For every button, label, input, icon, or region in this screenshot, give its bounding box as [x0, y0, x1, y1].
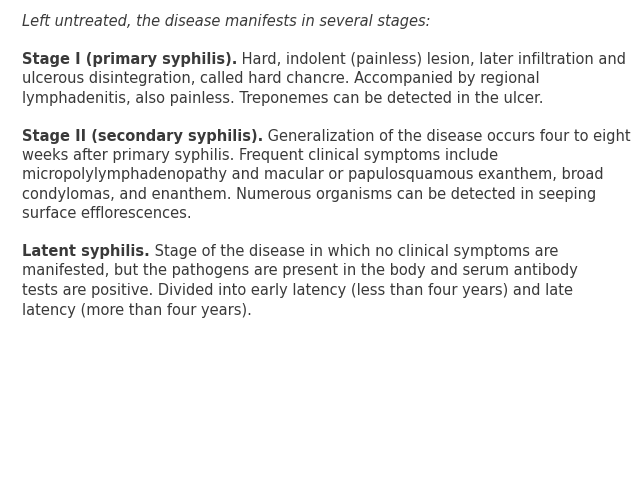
- Text: condylomas, and enanthem. Numerous organisms can be detected in seeping: condylomas, and enanthem. Numerous organ…: [22, 187, 596, 202]
- Text: Stage I (primary syphilis).: Stage I (primary syphilis).: [22, 52, 237, 67]
- Text: lymphadenitis, also painless. Treponemes can be detected in the ulcer.: lymphadenitis, also painless. Treponemes…: [22, 91, 543, 106]
- Text: ulcerous disintegration, called hard chancre. Accompanied by regional: ulcerous disintegration, called hard cha…: [22, 72, 540, 86]
- Text: latency (more than four years).: latency (more than four years).: [22, 302, 252, 317]
- Text: manifested, but the pathogens are present in the body and serum antibody: manifested, but the pathogens are presen…: [22, 264, 578, 278]
- Text: Latent syphilis.: Latent syphilis.: [22, 244, 150, 259]
- Text: surface efflorescences.: surface efflorescences.: [22, 206, 191, 221]
- Text: Hard, indolent (painless) lesion, later infiltration and: Hard, indolent (painless) lesion, later …: [237, 52, 627, 67]
- Text: weeks after primary syphilis. Frequent clinical symptoms include: weeks after primary syphilis. Frequent c…: [22, 148, 498, 163]
- Text: Left untreated, the disease manifests in several stages:: Left untreated, the disease manifests in…: [22, 14, 431, 29]
- Text: tests are positive. Divided into early latency (less than four years) and late: tests are positive. Divided into early l…: [22, 283, 573, 298]
- Text: Stage of the disease in which no clinical symptoms are: Stage of the disease in which no clinica…: [150, 244, 558, 259]
- Text: micropolylymphadenopathy and macular or papulosquamous exanthem, broad: micropolylymphadenopathy and macular or …: [22, 168, 604, 182]
- Text: Generalization of the disease occurs four to eight: Generalization of the disease occurs fou…: [263, 129, 631, 144]
- Text: Stage II (secondary syphilis).: Stage II (secondary syphilis).: [22, 129, 263, 144]
